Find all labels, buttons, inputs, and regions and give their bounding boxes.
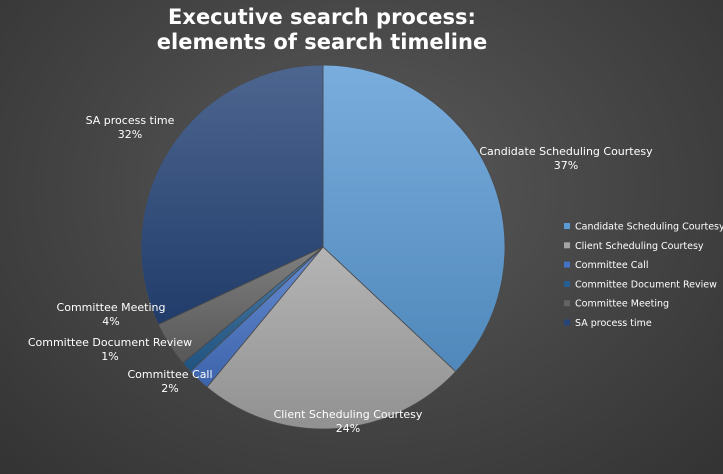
legend-label-committee-document-review: Committee Document Review <box>575 279 717 290</box>
data-label-value-candidate-scheduling-courtesy: 37% <box>554 159 578 172</box>
data-label-name-client-scheduling-courtesy: Client Scheduling Courtesy <box>274 408 423 421</box>
chart-title-line-1: Executive search process: <box>168 5 476 29</box>
data-label-name-candidate-scheduling-courtesy: Candidate Scheduling Courtesy <box>479 145 653 158</box>
legend-swatch-candidate-scheduling-courtesy <box>564 223 570 229</box>
legend-swatch-committee-document-review <box>564 280 570 287</box>
data-label-name-committee-document-review: Committee Document Review <box>28 336 192 349</box>
legend-swatch-committee-call <box>564 261 570 268</box>
data-label-value-client-scheduling-courtesy: 24% <box>336 422 360 435</box>
legend-entry-committee-call[interactable]: Committee Call <box>564 260 649 271</box>
data-label-value-sa-process-time: 32% <box>118 128 142 141</box>
data-label-name-committee-call: Committee Call <box>127 368 212 381</box>
legend-label-candidate-scheduling-courtesy: Candidate Scheduling Courtesy <box>575 222 723 233</box>
legend-swatch-committee-meeting <box>564 300 570 307</box>
slice-sa-process-time[interactable] <box>140 64 324 326</box>
legend: Candidate Scheduling Courtesy Client Sche… <box>564 222 723 329</box>
legend-label-committee-call: Committee Call <box>575 260 649 271</box>
pie-slices <box>140 64 506 430</box>
legend-label-sa-process-time: SA process time <box>575 318 652 329</box>
slice-client-scheduling-courtesy[interactable] <box>206 246 457 430</box>
legend-entry-sa-process-time[interactable]: SA process time <box>564 318 652 329</box>
data-label-value-committee-call: 2% <box>161 382 178 395</box>
legend-swatch-client-scheduling-courtesy <box>564 242 570 249</box>
data-label-value-committee-meeting: 4% <box>102 315 119 328</box>
chart-title-line-2: elements of search timeline <box>157 30 487 54</box>
data-label-name-sa-process-time: SA process time <box>86 114 175 127</box>
legend-entry-candidate-scheduling-courtesy[interactable]: Candidate Scheduling Courtesy <box>564 222 723 233</box>
data-label-name-committee-meeting: Committee Meeting <box>57 301 166 314</box>
legend-entry-committee-meeting[interactable]: Committee Meeting <box>564 299 669 310</box>
legend-entry-client-scheduling-courtesy[interactable]: Client Scheduling Courtesy <box>564 241 704 252</box>
slice-candidate-scheduling-courtesy[interactable] <box>322 64 506 373</box>
legend-entry-committee-document-review[interactable]: Committee Document Review <box>564 279 717 290</box>
legend-label-committee-meeting: Committee Meeting <box>575 299 669 310</box>
legend-swatch-sa-process-time <box>564 319 570 326</box>
data-label-value-committee-document-review: 1% <box>101 350 118 363</box>
legend-label-client-scheduling-courtesy: Client Scheduling Courtesy <box>575 241 704 252</box>
